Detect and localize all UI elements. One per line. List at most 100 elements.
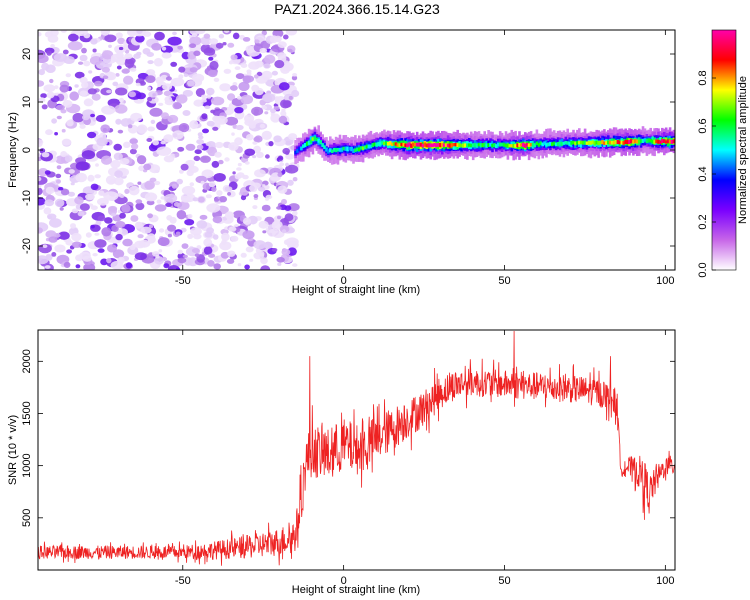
noise-cell xyxy=(147,126,156,132)
noise-cell xyxy=(209,60,219,70)
ridge-cell xyxy=(309,139,313,144)
snr-x-axis-label: Height of straight line (km) xyxy=(292,584,420,596)
noise-cell xyxy=(165,76,172,81)
ridge-cell xyxy=(622,141,625,145)
noise-cell xyxy=(128,185,140,196)
noise-cell xyxy=(157,237,170,247)
ridge-cell xyxy=(435,143,438,148)
ridge-cell xyxy=(489,142,492,147)
ridge-cell xyxy=(321,143,324,148)
spectrogram-x-axis-label: Height of straight line (km) xyxy=(292,284,420,296)
noise-cell xyxy=(60,188,70,196)
noise-cell xyxy=(49,78,54,84)
noise-cell xyxy=(229,60,233,65)
noise-cell xyxy=(181,195,192,203)
ridge-cell xyxy=(369,144,373,149)
noise-cell xyxy=(45,230,57,239)
noise-cell xyxy=(127,30,138,37)
noise-cell xyxy=(147,60,154,65)
noise-cell xyxy=(172,101,182,110)
noise-cell xyxy=(245,246,254,253)
noise-cell xyxy=(209,38,219,45)
noise-cell xyxy=(71,208,79,214)
colorbar-tick-label: 0.2 xyxy=(697,214,709,229)
noise-cell xyxy=(149,224,154,229)
ridge-cell xyxy=(311,137,315,141)
noise-cell xyxy=(87,131,97,139)
ridge-cell xyxy=(637,139,641,144)
spectrogram-y-axis-label: Frequency (Hz) xyxy=(7,112,19,188)
noise-cell xyxy=(61,128,66,133)
noise-cell xyxy=(125,262,133,269)
noise-cell xyxy=(79,203,90,211)
noise-cell xyxy=(121,68,130,74)
ridge-cell xyxy=(342,146,346,151)
noise-cell xyxy=(240,94,254,105)
noise-cell xyxy=(261,70,273,80)
noise-cell xyxy=(130,112,143,122)
noise-cell xyxy=(256,71,263,77)
noise-cell xyxy=(89,56,103,65)
noise-cell xyxy=(191,73,205,83)
colorbar-tick-label: 0.8 xyxy=(697,70,709,85)
noise-cell xyxy=(62,49,69,55)
noise-cell xyxy=(265,154,270,159)
noise-cell xyxy=(117,256,125,264)
noise-cell xyxy=(88,70,93,74)
noise-cell xyxy=(115,32,123,39)
noise-cell xyxy=(189,43,197,48)
noise-cell xyxy=(252,155,257,159)
noise-cell xyxy=(177,146,185,152)
noise-cell xyxy=(108,44,112,48)
noise-cell xyxy=(273,135,282,143)
noise-cell xyxy=(113,177,124,186)
colorbar-tick-label: 0.4 xyxy=(697,166,709,181)
noise-cell xyxy=(124,188,130,194)
ridge-cell xyxy=(537,143,541,147)
noise-cell xyxy=(246,134,254,141)
ridge-cell xyxy=(385,141,388,146)
ridge-cell xyxy=(630,139,633,144)
ridge-cell xyxy=(663,139,666,143)
ridge-cell xyxy=(487,143,490,147)
noise-cell xyxy=(177,257,187,264)
noise-cell xyxy=(291,75,298,81)
noise-cell xyxy=(144,180,155,190)
noise-cell xyxy=(38,54,49,64)
noise-cell xyxy=(46,50,52,56)
ridge-cell xyxy=(460,143,463,148)
spectrogram-y-tick-label: 0 xyxy=(21,147,33,153)
noise-cell xyxy=(249,258,254,262)
noise-cell xyxy=(180,163,189,171)
ridge-cell xyxy=(441,142,444,147)
noise-cell xyxy=(195,175,208,184)
ridge-cell xyxy=(469,143,473,148)
noise-cell xyxy=(254,39,260,44)
noise-cell xyxy=(154,204,167,212)
noise-cell xyxy=(276,206,282,210)
ridge-cell xyxy=(371,143,375,148)
ridge-cell xyxy=(444,143,448,147)
noise-cell xyxy=(146,200,155,206)
noise-cell xyxy=(85,232,92,238)
ridge-cell xyxy=(520,143,523,147)
ridge-cell xyxy=(603,141,606,146)
noise-cell xyxy=(227,93,236,101)
noise-cell xyxy=(284,150,290,155)
ridge-cell xyxy=(556,142,560,147)
noise-cell xyxy=(146,52,154,57)
noise-cell xyxy=(281,198,287,205)
ridge-cell xyxy=(647,138,651,143)
noise-cell xyxy=(44,199,54,207)
ridge-cell xyxy=(666,139,670,144)
noise-cell xyxy=(122,238,133,247)
ridge-cell xyxy=(462,143,465,148)
spectrogram-x-axis: -50 0 50 100 xyxy=(175,30,675,287)
ridge-cell xyxy=(670,139,674,144)
noise-cell xyxy=(228,142,239,151)
ridge-cell xyxy=(365,144,369,149)
noise-cell xyxy=(252,205,258,210)
noise-cell xyxy=(97,215,106,222)
noise-cell xyxy=(212,216,223,224)
ridge-cell xyxy=(539,141,542,146)
